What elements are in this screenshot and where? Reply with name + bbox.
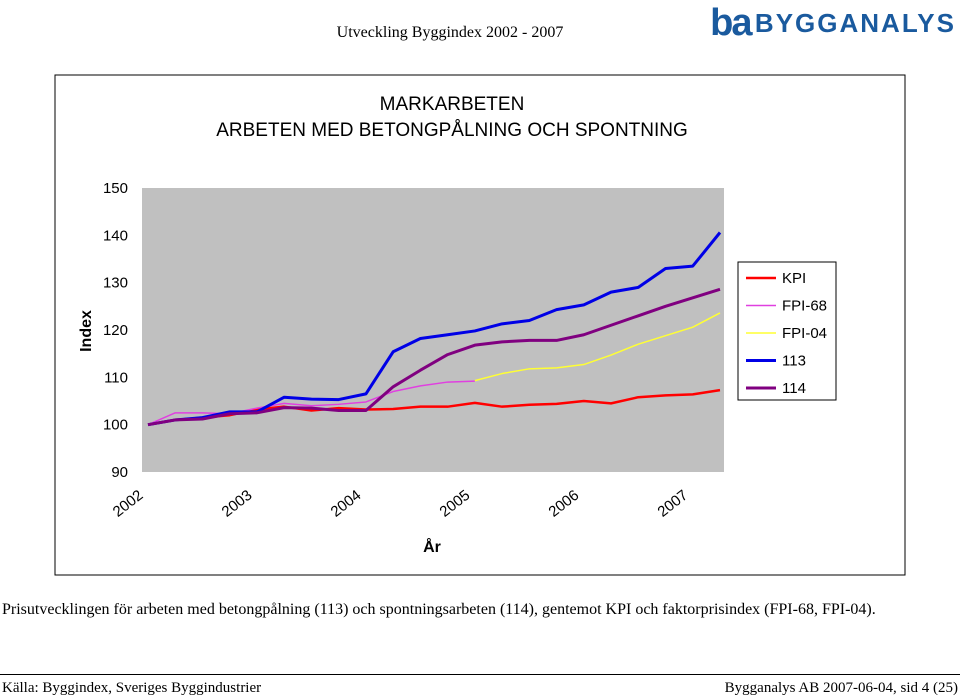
footer-source: Källa: Byggindex, Sveriges Byggindustrie…: [2, 680, 262, 696]
series-line: [147, 380, 475, 426]
series-line: [147, 287, 721, 427]
caption: Prisutvecklingen för arbeten med betongp…: [2, 601, 876, 618]
series-line: [474, 312, 721, 382]
footer-page: Bygganalys AB 2007-06-04, sid 4 (25): [724, 680, 958, 696]
y-tick-label: 90: [111, 464, 128, 481]
chart-subtitle: ARBETEN MED BETONGPÅLNING OCH SPONTNING: [216, 120, 688, 141]
footer: Källa: Byggindex, Sveriges Byggindustrie…: [0, 674, 960, 697]
legend-label: FPI-68: [782, 298, 827, 315]
logo-mark: ba: [710, 2, 752, 44]
y-tick-label: 150: [103, 180, 128, 197]
y-tick-label: 140: [103, 227, 128, 244]
logo-name: BYGGANALYS: [754, 8, 956, 38]
y-tick-label: 130: [103, 275, 128, 292]
legend-label: FPI-04: [782, 325, 827, 342]
y-tick-label: 110: [104, 369, 128, 386]
y-axis-title: Index: [78, 310, 95, 352]
y-tick-label: 100: [103, 417, 128, 434]
legend-box: [737, 261, 837, 401]
legend-label: 114: [782, 380, 806, 397]
header-title: Utveckling Byggindex 2002 - 2007: [336, 24, 564, 41]
logo: ba BYGGANALYS: [710, 2, 956, 45]
legend-label: 113: [782, 353, 806, 370]
chart: MARKARBETEN ARBETEN MED BETONGPÅLNING OC…: [54, 74, 906, 576]
x-axis-title: År: [423, 537, 441, 556]
plot-area: [142, 188, 724, 472]
legend-label: KPI: [782, 270, 806, 287]
y-tick-label: 120: [103, 322, 128, 339]
chart-title: MARKARBETEN: [380, 94, 525, 115]
